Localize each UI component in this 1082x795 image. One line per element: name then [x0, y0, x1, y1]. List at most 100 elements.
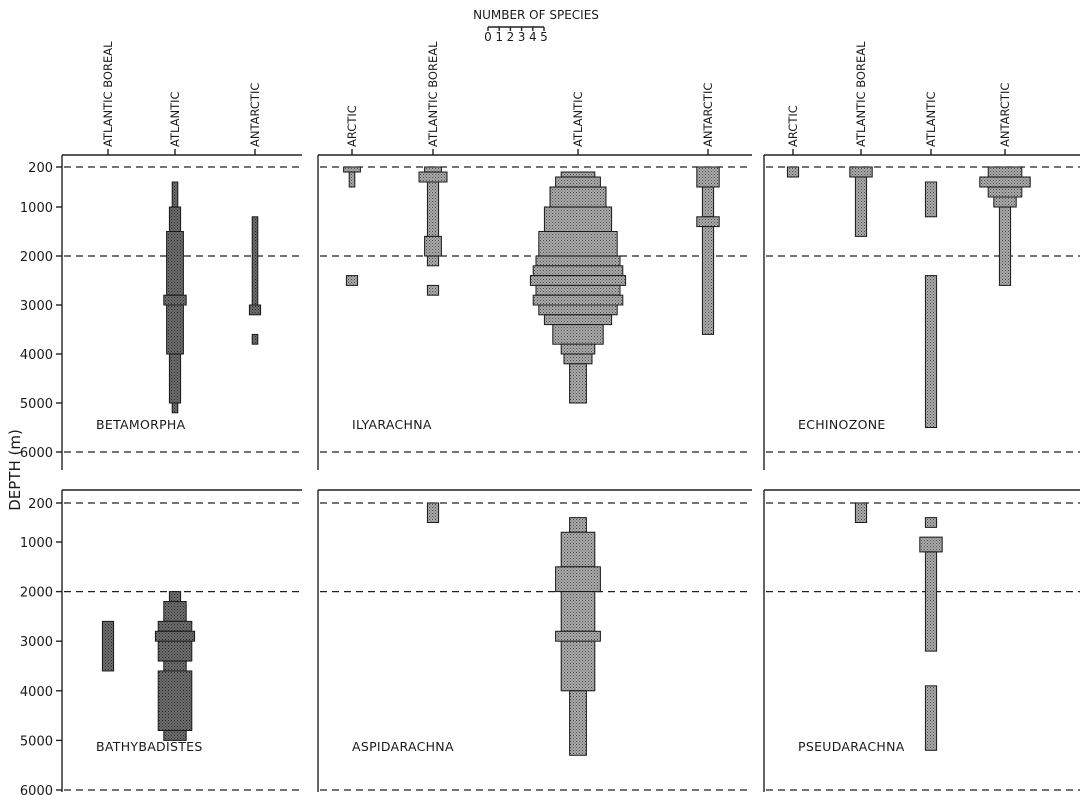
panel-echinozone: ECHINOZONE ARCTIC ATLANTIC BOREAL ATLANTIC A…: [763, 41, 1080, 470]
range-segment: [552, 324, 604, 345]
y-tick-label: 1000: [20, 536, 53, 551]
column-label: ARCTIC: [345, 105, 359, 147]
genus-label: BATHYBADISTES: [96, 739, 203, 754]
genus-label: ECHINOZONE: [798, 417, 886, 432]
range-segment: [854, 176, 868, 237]
range-segment: [345, 275, 359, 286]
y-tick-label: 5000: [20, 734, 53, 749]
y-tick-label: 200: [28, 161, 53, 176]
y-axis-row-1: 200 1000 2000 3000 4000 5000 6000: [20, 161, 62, 461]
panel-bathybadistes: BATHYBADISTES: [61, 489, 302, 792]
key-tick-label: 0: [484, 30, 492, 44]
range-segment: [555, 176, 601, 188]
key-tick-label: 5: [540, 30, 548, 44]
range-segment: [924, 275, 938, 428]
range-segment: [529, 275, 627, 286]
range-segment: [251, 333, 259, 345]
range-segment: [343, 166, 361, 173]
y-tick-label: 2000: [20, 250, 53, 265]
genus-label: PSEUDARACHNA: [798, 739, 905, 754]
range-segment: [555, 566, 601, 593]
range-segment: [535, 284, 621, 296]
range-segment: [924, 181, 938, 218]
y-tick-label: 5000: [20, 397, 53, 412]
y-tick-label: 6000: [20, 784, 53, 795]
range-segment: [569, 363, 587, 404]
range-segment: [163, 660, 187, 672]
range-segment: [538, 231, 618, 257]
range-segment: [424, 235, 442, 257]
panel-ilyarachna: ILYARACHNA ARCTIC ATLANTIC BOREAL ATLANTIC A…: [317, 41, 752, 470]
range-segment: [560, 640, 596, 692]
range-segment: [424, 166, 442, 173]
range-segment: [979, 176, 1031, 188]
y-tick-label: 200: [28, 497, 53, 512]
range-segment: [348, 171, 356, 188]
genus-label: ILYARACHNA: [352, 417, 432, 432]
range-segment: [924, 517, 938, 528]
range-segment: [560, 343, 596, 355]
column-label: ANTARCTIC: [701, 83, 715, 147]
key-title: NUMBER OF SPECIES: [473, 8, 599, 22]
range-segment: [555, 630, 601, 642]
range-segment: [171, 181, 179, 208]
column-label: ANTARCTIC: [998, 83, 1012, 147]
range-segment: [786, 166, 800, 178]
range-segment: [919, 536, 943, 553]
range-segment: [168, 206, 182, 232]
range-segment: [251, 216, 259, 306]
y-tick-label: 1000: [20, 201, 53, 216]
range-segment: [993, 196, 1017, 208]
range-segment: [924, 685, 938, 751]
range-segment: [560, 591, 596, 632]
range-segment: [163, 601, 187, 622]
key-tick-label: 1: [495, 30, 503, 44]
range-segment: [426, 181, 440, 237]
key-tick-label: 2: [507, 30, 515, 44]
y-tick-label: 6000: [20, 446, 53, 461]
key-tick-label: 3: [518, 30, 526, 44]
range-segment: [532, 294, 624, 306]
range-segment: [426, 284, 440, 296]
column-label: ANTARCTIC: [248, 83, 262, 147]
range-segment: [538, 304, 618, 316]
panel-pseudarachna: PSEUDARACHNA: [763, 489, 1080, 792]
range-segment: [696, 216, 720, 228]
range-segment: [560, 171, 596, 178]
range-segment: [549, 186, 607, 208]
key-tick-label: 4: [529, 30, 537, 44]
panel-betamorpha: BETAMORPHA ATLANTIC BOREAL ATLANTIC ANTARCT…: [61, 41, 302, 470]
range-segment: [418, 171, 448, 183]
range-segment: [163, 294, 187, 306]
column-label: ATLANTIC: [924, 91, 938, 147]
range-segment: [168, 591, 182, 603]
y-tick-label: 3000: [20, 299, 53, 314]
panel-aspidarachna: ASPIDARACHNA: [317, 489, 752, 792]
range-segment: [532, 265, 624, 277]
range-segment: [426, 255, 440, 267]
range-segment: [569, 690, 587, 756]
column-label: ATLANTIC: [571, 91, 585, 147]
y-axis-row-2: 200 1000 2000 3000 4000 5000 6000: [20, 497, 62, 795]
column-label: ATLANTIC: [168, 91, 182, 147]
range-segment: [171, 402, 179, 414]
range-segment: [168, 353, 182, 404]
range-segment: [166, 304, 184, 355]
column-label: ARCTIC: [786, 105, 800, 147]
range-segment: [154, 630, 196, 642]
range-segment: [998, 206, 1012, 286]
range-segment: [924, 551, 938, 652]
range-segment: [157, 640, 193, 662]
y-tick-label: 4000: [20, 348, 53, 363]
range-segment: [426, 502, 440, 523]
y-tick-label: 4000: [20, 685, 53, 700]
range-segment: [157, 620, 193, 632]
range-segment: [560, 531, 596, 568]
range-segment: [543, 206, 613, 232]
range-segment: [166, 231, 184, 296]
y-tick-label: 2000: [20, 586, 53, 601]
range-segment: [987, 186, 1023, 198]
genus-label: ASPIDARACHNA: [352, 739, 454, 754]
